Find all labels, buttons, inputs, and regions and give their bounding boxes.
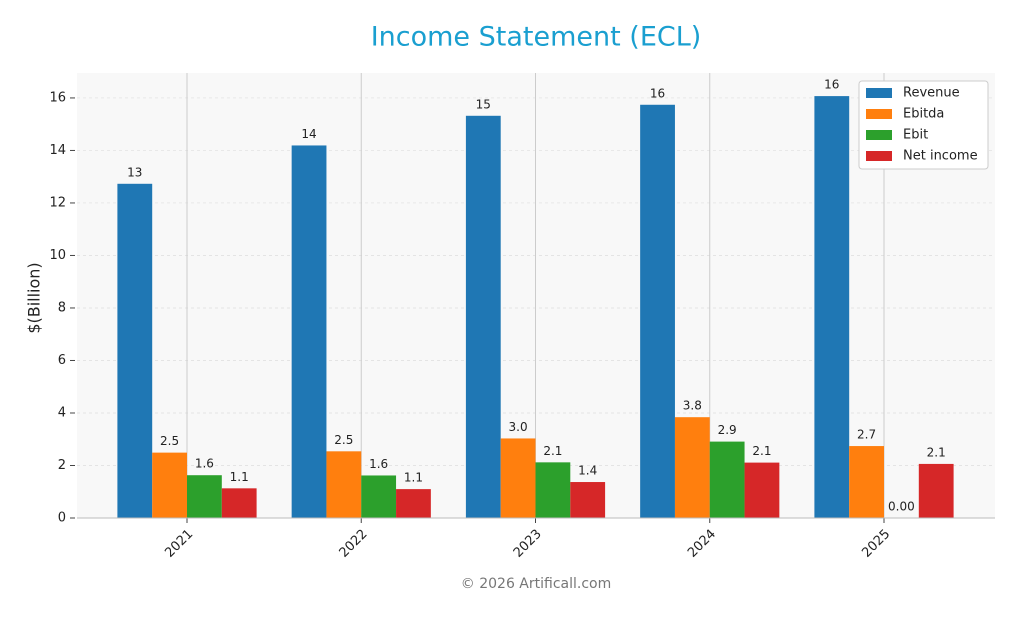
x-tick-label: 2021: [162, 527, 196, 561]
y-tick-label: 0: [58, 511, 66, 526]
x-tick-label: 2025: [859, 527, 893, 561]
y-tick-label: 8: [58, 300, 66, 315]
x-tick-label: 2024: [685, 527, 719, 561]
value-label: 2.1: [752, 444, 771, 458]
legend-label: Revenue: [903, 86, 960, 101]
value-label: 0.00: [888, 500, 915, 514]
legend-label: Net income: [903, 149, 978, 164]
legend-swatch: [866, 151, 892, 161]
value-label: 2.7: [857, 428, 876, 442]
value-label: 14: [301, 127, 316, 141]
bar: [918, 463, 954, 518]
value-label: 15: [476, 97, 491, 111]
value-label: 3.0: [509, 420, 528, 434]
y-tick-label: 16: [49, 90, 66, 105]
value-label: 16: [650, 86, 665, 100]
y-tick-label: 6: [58, 353, 66, 368]
value-label: 1.1: [404, 471, 423, 485]
value-label: 1.4: [578, 464, 597, 478]
bar: [500, 438, 536, 518]
value-label: 13: [127, 165, 142, 179]
value-label: 3.8: [683, 399, 702, 413]
value-label: 1.1: [230, 470, 249, 484]
bar: [709, 441, 745, 518]
y-axis-label: $(Billion): [25, 262, 44, 333]
legend-box: [858, 80, 989, 170]
legend-swatch: [866, 109, 892, 119]
bar: [640, 104, 675, 518]
value-label: 2.1: [927, 445, 946, 459]
value-label: 2.9: [718, 423, 737, 437]
y-tick-label: 10: [49, 248, 66, 263]
bar: [849, 446, 884, 518]
y-tick-label: 4: [58, 405, 66, 420]
bar: [187, 475, 222, 518]
bar: [361, 475, 397, 518]
footer: © 2026 Artificall.com: [461, 576, 611, 592]
bar: [117, 183, 153, 518]
value-label: 2.1: [543, 444, 562, 458]
bar: [570, 482, 606, 518]
value-label: 1.6: [195, 457, 214, 471]
bar: [396, 489, 431, 518]
bar: [535, 462, 571, 518]
y-tick-label: 2: [58, 458, 66, 473]
bar: [221, 488, 257, 518]
x-tick-label: 2023: [511, 527, 545, 561]
value-label: 1.6: [369, 457, 388, 471]
bar: [326, 451, 362, 518]
legend-label: Ebit: [903, 128, 928, 143]
bar: [814, 96, 850, 519]
bar: [152, 452, 187, 518]
value-label: 2.5: [334, 433, 353, 447]
legend-label: Ebitda: [903, 107, 944, 122]
bar: [465, 115, 501, 518]
y-tick-label: 14: [49, 143, 66, 158]
x-tick-label: 2022: [337, 527, 371, 561]
legend-swatch: [866, 88, 892, 98]
value-label: 2.5: [160, 434, 179, 448]
y-tick-label: 12: [49, 195, 66, 210]
value-label: 16: [824, 78, 839, 92]
chart-title: Income Statement (ECL): [371, 22, 702, 53]
legend-swatch: [866, 130, 892, 140]
bar: [674, 417, 710, 518]
bar: [291, 145, 327, 518]
bar: [744, 462, 780, 518]
